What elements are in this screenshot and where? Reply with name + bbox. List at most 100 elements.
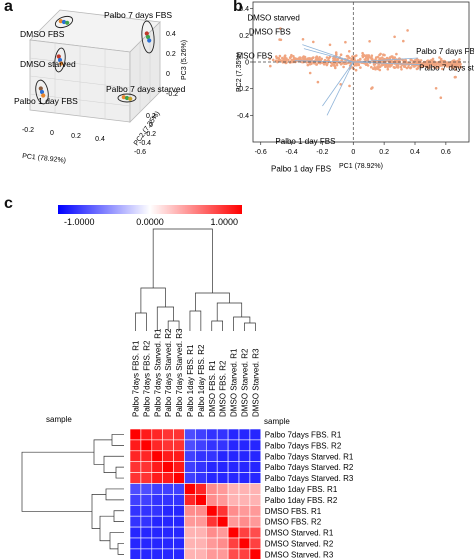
heatmap-cell	[206, 439, 218, 452]
heatmap-cell	[238, 526, 251, 539]
data-point	[315, 63, 318, 66]
heatmap-cell	[227, 504, 240, 517]
data-point	[339, 62, 343, 66]
tick-label-y: 0.2	[146, 113, 156, 120]
heatmap-cell	[227, 439, 240, 452]
data-point	[325, 63, 329, 67]
data-point	[318, 56, 321, 59]
heatmap-cell	[249, 428, 262, 441]
dendrogram-branch	[103, 455, 124, 473]
data-point	[372, 67, 375, 70]
tick-label-y: 0.2	[239, 33, 249, 40]
heatmap-cell	[227, 483, 240, 495]
heatmap-cell	[227, 526, 240, 539]
data-point	[328, 43, 332, 47]
heatmap-cell	[151, 461, 164, 473]
heatmap-cell	[162, 428, 174, 441]
data-point	[399, 65, 403, 69]
heatmap-cell	[206, 526, 218, 539]
heatmap-cell	[129, 537, 142, 550]
heatmap-cell	[140, 472, 153, 484]
data-point	[348, 56, 351, 60]
row-dendrogram	[21, 434, 124, 555]
loading-label: Palbo 7 days FBS	[416, 47, 474, 56]
dendrogram-branch	[156, 306, 174, 331]
data-point	[407, 65, 410, 69]
row-label: Palbo 7days FBS. R1	[265, 430, 342, 439]
heatmap-cell	[151, 428, 164, 441]
data-point	[283, 55, 286, 58]
data-point	[332, 64, 336, 67]
data-point	[378, 57, 381, 60]
heatmap-cell	[238, 494, 251, 506]
data-point	[335, 63, 339, 67]
data-point	[441, 67, 444, 71]
heatmap-cell	[249, 515, 262, 528]
data-point	[438, 62, 442, 65]
heatmap-cell	[227, 537, 240, 550]
column-label: Palbo 1day FBS. R1	[186, 344, 195, 417]
data-point	[282, 59, 285, 62]
data-point	[374, 56, 378, 59]
data-point	[383, 53, 386, 57]
pca-2d-biplot: DMSO starved DMSO FBS DMSO FBS Palbo 7 days…	[236, 1, 474, 173]
colorbar-label-max: 1.0000	[210, 217, 238, 227]
dendrogram-branch	[109, 532, 124, 550]
heatmap-cell	[206, 472, 218, 484]
heatmap-cell	[195, 526, 207, 539]
data-point	[428, 59, 432, 63]
heatmap-cell	[129, 526, 142, 539]
tick-label-y: 0	[149, 122, 153, 129]
tick-label-x: 0	[351, 149, 355, 156]
data-point	[359, 66, 362, 69]
data-point	[310, 58, 313, 61]
heatmap-cell	[227, 472, 240, 484]
data-point	[434, 87, 438, 90]
data-point	[344, 40, 347, 44]
tick-label-y: -0.2	[237, 86, 249, 93]
sample-point	[128, 96, 133, 101]
heatmap-cell	[151, 537, 164, 550]
heatmap-cell	[238, 450, 251, 463]
data-point	[348, 50, 351, 53]
heatmap-cell	[216, 439, 229, 452]
heatmap-cell	[249, 548, 262, 559]
dendrogram-branch	[115, 466, 124, 479]
heatmap-cell	[162, 439, 174, 452]
data-point	[303, 56, 306, 59]
column-label: Palbo 7days Starved. R2	[164, 328, 173, 417]
data-point	[431, 57, 435, 61]
heatmap-cell	[227, 450, 240, 463]
column-label: Palbo 1day FBS. R2	[197, 344, 206, 417]
panel-label-c: c	[4, 195, 13, 212]
column-label: Palbo 7days Starved. R1	[153, 328, 162, 417]
column-label: DMSO FBS. R2	[219, 360, 228, 417]
heatmap-cell	[184, 515, 196, 528]
column-label: DMSO FBS. R1	[208, 360, 217, 417]
data-point	[450, 60, 453, 64]
data-point	[312, 40, 315, 44]
axis-label-pc3: PC3 (5.26%)	[181, 40, 188, 80]
heatmap-cell	[173, 450, 185, 463]
heatmap-cell	[173, 548, 185, 559]
data-point	[370, 65, 373, 69]
heatmap-cell	[195, 537, 207, 550]
heatmap-cell	[206, 504, 218, 517]
data-point	[353, 55, 357, 58]
row-label: DMSO Starved. R1	[265, 529, 334, 538]
tick-label-x: -0.4	[286, 149, 298, 156]
axis-label-pc1: PC1 (78.92%)	[339, 163, 383, 170]
heatmap-cell	[238, 483, 251, 495]
heatmap-cell	[206, 537, 218, 550]
data-point	[352, 58, 355, 62]
data-point	[325, 56, 329, 59]
sample-point	[58, 19, 63, 24]
heatmap-cell	[195, 461, 207, 473]
heatmap-cell	[238, 537, 251, 550]
row-label: DMSO Starved. R2	[265, 539, 334, 548]
tick-label-z: 0	[166, 71, 170, 78]
heatmap-cell	[195, 483, 207, 495]
data-point	[353, 64, 356, 67]
data-point	[395, 65, 399, 69]
heatmap-cell	[151, 472, 164, 484]
